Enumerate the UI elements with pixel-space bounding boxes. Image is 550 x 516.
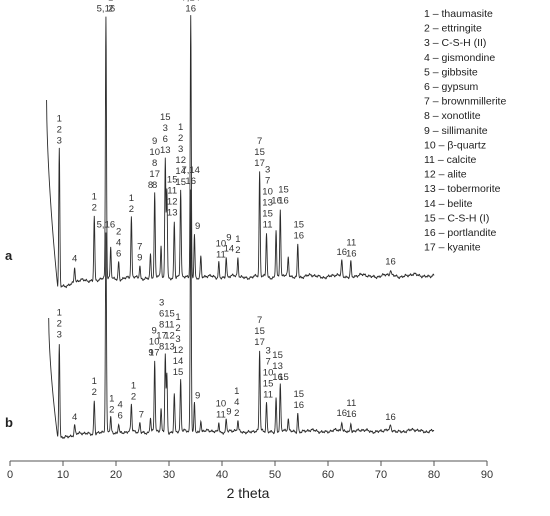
- x-axis-title: 2 theta: [227, 485, 270, 501]
- series-line-b: [48, 189, 435, 439]
- peak-label: 10 11: [216, 399, 227, 421]
- peak-label: 16: [337, 247, 348, 258]
- peak-label: 11 16: [346, 238, 357, 260]
- x-tick-label: 90: [481, 469, 493, 481]
- peak-label: 9 10 17: [149, 326, 160, 359]
- x-tick-label: 70: [375, 469, 387, 481]
- peak-label: 15 11 12 13: [167, 175, 178, 219]
- peak-label: 16: [385, 412, 396, 423]
- peak-label: 12: [108, 0, 113, 15]
- legend-item: 17 – kyanite: [424, 242, 481, 254]
- legend-item: 14 – belite: [424, 198, 473, 210]
- peak-label: 16: [271, 195, 282, 206]
- peak-label: 3 6 8 17 8: [156, 297, 167, 352]
- x-tick-label: 50: [269, 469, 281, 481]
- series-line-a: [46, 15, 435, 289]
- x-tick-label: 30: [163, 469, 175, 481]
- legend-item: 11 – calcite: [424, 154, 476, 166]
- peak-label: 15 13 16: [272, 350, 283, 383]
- peak-label: 15 3 6 13: [160, 112, 171, 156]
- peak-label: 8: [148, 180, 153, 191]
- legend-item: 10 – β-quartz: [424, 139, 486, 151]
- peak-label: 7 15 17: [254, 136, 265, 169]
- peak-label: 9 10 8 17 8: [149, 136, 160, 191]
- x-tick-label: 40: [216, 469, 228, 481]
- peak-label: 15: [278, 372, 289, 383]
- peak-label: 16: [385, 257, 396, 268]
- peak-label: 4: [72, 254, 77, 265]
- peak-label: 3 7 10 15 11: [263, 345, 274, 400]
- legend-item: 12 – alite: [424, 169, 467, 181]
- legend-item: 9 – sillimanite: [424, 125, 488, 137]
- legend-item: 6 – gypsum: [424, 81, 479, 93]
- legend-item: 13 – tobermorite: [424, 183, 501, 195]
- legend-item: 8 – xonotlite: [424, 110, 481, 122]
- x-axis: 0 10 20 30 40 50 60 70 80 90: [7, 460, 493, 481]
- peak-label: 11 16: [346, 398, 357, 420]
- peak-label: 16: [337, 408, 348, 419]
- peak-label: 15 16: [294, 389, 305, 411]
- panel-letter: b: [5, 415, 13, 430]
- peak-label: 15 11 12 13: [164, 308, 175, 352]
- x-tick-label: 60: [322, 469, 334, 481]
- series-a: 1234125,16122461279891081781536131511121…: [5, 0, 435, 289]
- peak-label: 10 11: [216, 238, 227, 260]
- legend-item: 7 – brownmillerite: [424, 96, 506, 108]
- peak-label: 9: [195, 221, 200, 232]
- legend-item: 2 – ettringite: [424, 23, 482, 35]
- peak-label: 9: [226, 407, 231, 418]
- peak-label: 3 7 10 13 15 11: [262, 164, 273, 230]
- peak-label: 9: [148, 348, 153, 359]
- peak-label: 7 15 17: [254, 315, 265, 348]
- peak-label: 1 2 3 12 14 15: [173, 312, 184, 378]
- x-tick-label: 10: [57, 469, 69, 481]
- peak-label: 1 2 3 12 14 15: [175, 122, 186, 188]
- peak-label: 5,16: [97, 4, 116, 15]
- legend-item: 3 – C-S-H (II): [424, 37, 486, 49]
- x-tick-label: 20: [110, 469, 122, 481]
- legend-item: 5 – gibbsite: [424, 66, 478, 78]
- legend-item: 4 – gismondine: [424, 52, 495, 64]
- peak-label: 7: [139, 410, 144, 421]
- legend: 1 – thaumasite 2 – ettringite 3 – C-S-H (I…: [424, 8, 506, 254]
- x-tick-label: 80: [428, 469, 440, 481]
- peak-label: 9: [195, 390, 200, 401]
- x-tick-label: 0: [7, 469, 13, 481]
- peak-label: 4: [72, 412, 77, 423]
- peak-label: 5,16: [97, 219, 116, 230]
- peak-label: 15 16: [294, 220, 305, 242]
- panel-letter: a: [5, 248, 13, 263]
- peak-label: 15 16: [278, 184, 289, 206]
- legend-item: 16 – portlandite: [424, 227, 497, 239]
- legend-item: 15 – C-S-H (I): [424, 212, 489, 224]
- peak-label: 9 14: [224, 233, 235, 255]
- legend-item: 1 – thaumasite: [424, 8, 493, 20]
